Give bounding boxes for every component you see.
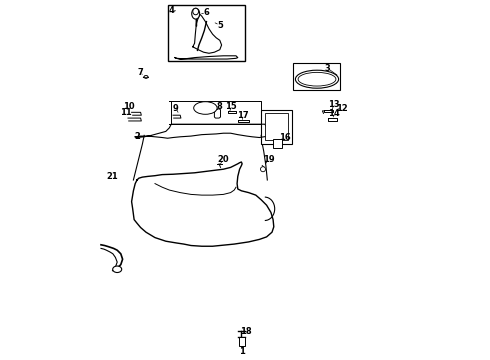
Text: 11: 11 xyxy=(120,108,131,117)
FancyBboxPatch shape xyxy=(293,63,340,90)
Text: 15: 15 xyxy=(225,102,237,111)
Text: 7: 7 xyxy=(137,68,143,77)
Text: 8: 8 xyxy=(216,102,222,111)
Text: 2: 2 xyxy=(134,132,140,141)
Text: 3: 3 xyxy=(325,64,331,73)
Ellipse shape xyxy=(298,72,336,86)
Text: 13: 13 xyxy=(328,100,340,109)
Text: 5: 5 xyxy=(217,21,223,30)
Ellipse shape xyxy=(192,8,199,19)
Text: 1: 1 xyxy=(239,346,245,356)
Text: 12: 12 xyxy=(336,104,348,113)
Text: 10: 10 xyxy=(123,102,135,111)
Ellipse shape xyxy=(193,8,198,15)
Text: 19: 19 xyxy=(263,155,274,163)
FancyBboxPatch shape xyxy=(261,110,292,144)
FancyBboxPatch shape xyxy=(168,5,245,61)
Text: 21: 21 xyxy=(107,172,119,181)
Text: 16: 16 xyxy=(279,133,291,142)
Text: 18: 18 xyxy=(240,328,251,336)
FancyBboxPatch shape xyxy=(239,337,245,346)
Text: 20: 20 xyxy=(218,155,229,163)
Circle shape xyxy=(261,167,266,172)
Text: 14: 14 xyxy=(328,109,340,118)
FancyBboxPatch shape xyxy=(273,139,282,148)
Text: 9: 9 xyxy=(173,104,179,113)
FancyBboxPatch shape xyxy=(265,113,288,140)
Text: 6: 6 xyxy=(203,8,209,17)
Text: 4: 4 xyxy=(168,6,174,15)
Ellipse shape xyxy=(295,70,339,88)
Ellipse shape xyxy=(194,102,217,114)
Ellipse shape xyxy=(113,266,122,273)
Text: 17: 17 xyxy=(237,111,248,120)
